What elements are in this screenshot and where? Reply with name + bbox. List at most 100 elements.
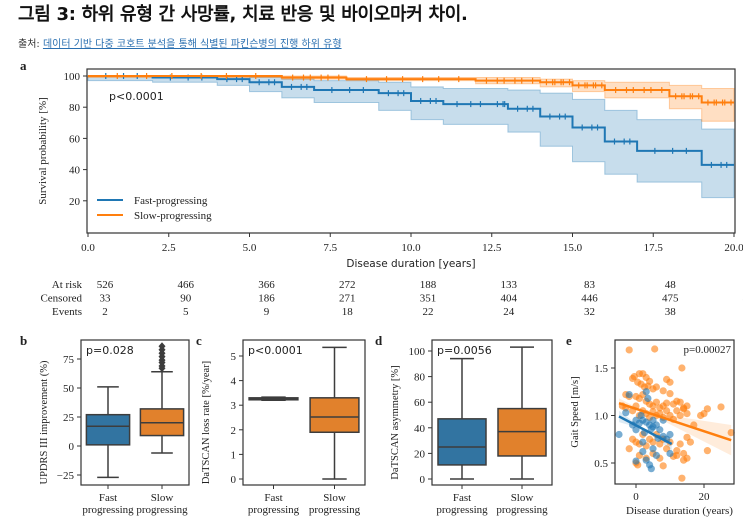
outlier-point — [158, 342, 166, 351]
x-tick-label: Slow — [511, 492, 534, 504]
ci-band-slow — [87, 75, 735, 122]
scatter-point — [676, 398, 684, 406]
scatter-point — [652, 451, 661, 459]
risk-table-cell: 466 — [178, 279, 195, 291]
risk-table-cell: 475 — [662, 293, 679, 305]
scatter-point — [649, 438, 657, 446]
ci-band-fast — [87, 75, 735, 199]
y-tick-label: 100 — [64, 71, 81, 83]
panel-a: a 20 40 60 80 100 0.0 2.5 5.0 7.5 10.0 12.5 15.0 17.5… — [20, 58, 743, 318]
risk-table-cell: 90 — [180, 293, 192, 305]
risk-table-cell: 5 — [183, 306, 189, 318]
scatter-point — [647, 465, 655, 473]
scatter-point — [652, 398, 661, 406]
scatter-point — [632, 457, 640, 465]
p-value: p<0.0001 — [109, 90, 164, 103]
y-tick-label: 75 — [63, 354, 75, 366]
risk-table-cell: 2 — [102, 306, 108, 318]
risk-table-cell: 526 — [97, 279, 114, 291]
risk-table-cell: 133 — [501, 279, 518, 291]
risk-table-cell: 48 — [665, 279, 677, 291]
x-tick-label: Slow — [323, 492, 346, 504]
risk-table-cell: 366 — [258, 279, 275, 291]
panel-e: e 0.5 1.0 1.5 0 20 Disease duration (years) Gai… — [566, 333, 735, 517]
p-value: p=0.0056 — [437, 344, 492, 357]
scatter-point — [678, 364, 686, 372]
risk-table-cell: 272 — [339, 279, 356, 291]
risk-table-cell: 404 — [501, 293, 518, 305]
axes-frame-e — [614, 339, 735, 485]
panel-d: dFastprogressingSlowprogressing020406080… — [375, 333, 553, 516]
y-tick-label: 50 — [63, 383, 75, 395]
y-tick-label: 40 — [414, 423, 426, 435]
risk-table-cell: 351 — [420, 293, 437, 305]
scatter-point — [727, 429, 735, 437]
panel-d-label: d — [375, 333, 383, 348]
scatter-point — [666, 390, 674, 398]
panel-e-label: e — [566, 333, 572, 348]
legend-label: Slow-progressing — [134, 210, 212, 222]
scatter-point — [625, 346, 633, 354]
y-tick-label: 0 — [420, 474, 426, 486]
y-axis-label: DaTSCAN asymmetry [%] — [390, 365, 401, 479]
y-tick-label: 80 — [69, 102, 81, 114]
y-axis-label: Gait Speed [m/s] — [570, 376, 581, 447]
x-axis-label: Disease duration [years] — [346, 258, 475, 270]
x-tick-label: Fast — [264, 492, 282, 504]
p-value: p<0.0001 — [248, 344, 303, 357]
risk-table-cell: 24 — [503, 306, 515, 318]
scatter-point — [625, 391, 633, 399]
x-tick-label: 20 — [699, 491, 711, 503]
x-tick-label: 2.5 — [162, 242, 176, 254]
scatter-point — [632, 426, 640, 434]
p-value: p=0.028 — [86, 344, 134, 357]
x-tick-label: 15.0 — [563, 242, 583, 254]
risk-table-cell: 446 — [581, 293, 598, 305]
scatter-point — [683, 410, 691, 418]
scatter-point — [686, 438, 695, 446]
y-tick-label: 4 — [231, 376, 237, 388]
y-tick-label: 1.0 — [594, 411, 608, 423]
x-tick-label: Slow — [151, 492, 174, 504]
risk-table-cell: 188 — [420, 279, 437, 291]
scatter-point — [649, 445, 657, 453]
x-tick-label: progressing — [248, 504, 300, 516]
scatter-point — [676, 411, 684, 420]
scatter-point — [683, 454, 691, 462]
x-tick-label: 0 — [633, 491, 639, 503]
x-axis-label: Disease duration (years) — [626, 505, 733, 517]
scatter-point — [639, 438, 647, 446]
source-prefix: 출처: — [18, 39, 43, 50]
ci-band-slow — [619, 398, 732, 456]
y-tick-label: 0 — [231, 474, 237, 486]
scatter-point — [625, 445, 633, 453]
survival-curve-slow — [88, 75, 734, 104]
scatter-point — [673, 451, 681, 459]
scatter-point — [652, 383, 661, 391]
risk-table-cell: 9 — [264, 306, 270, 318]
panel-a-label: a — [20, 58, 27, 73]
scatter-point — [678, 474, 686, 482]
x-tick-label: 5.0 — [243, 242, 257, 254]
y-tick-label: 5 — [231, 351, 237, 363]
y-tick-label: 3 — [231, 400, 237, 412]
risk-table-cell: 18 — [342, 306, 354, 318]
figure-source: 출처: 데이터 기반 다중 코호트 분석을 통해 식별된 파킨슨병의 진행 하위… — [18, 35, 342, 50]
scatter-point — [656, 426, 664, 434]
axes-frame-b — [80, 339, 190, 486]
x-tick-label: progressing — [136, 504, 188, 516]
box-fast — [437, 418, 487, 466]
axes-frame-d — [431, 339, 553, 486]
box-slow — [309, 397, 360, 434]
scatter-point — [663, 399, 671, 407]
x-tick-label: progressing — [496, 504, 548, 516]
source-link[interactable]: 데이터 기반 다중 코호트 분석을 통해 식별된 파킨슨병의 진행 하위 유형 — [42, 39, 342, 50]
y-tick-label: 100 — [409, 346, 426, 358]
risk-table-cell: 186 — [258, 293, 275, 305]
y-axis-label: DaTSCAN loss rate [%/year] — [201, 361, 212, 484]
p-value: p=0.00027 — [684, 344, 732, 356]
y-tick-label: 0.5 — [594, 458, 608, 470]
y-tick-label: 60 — [414, 397, 426, 409]
